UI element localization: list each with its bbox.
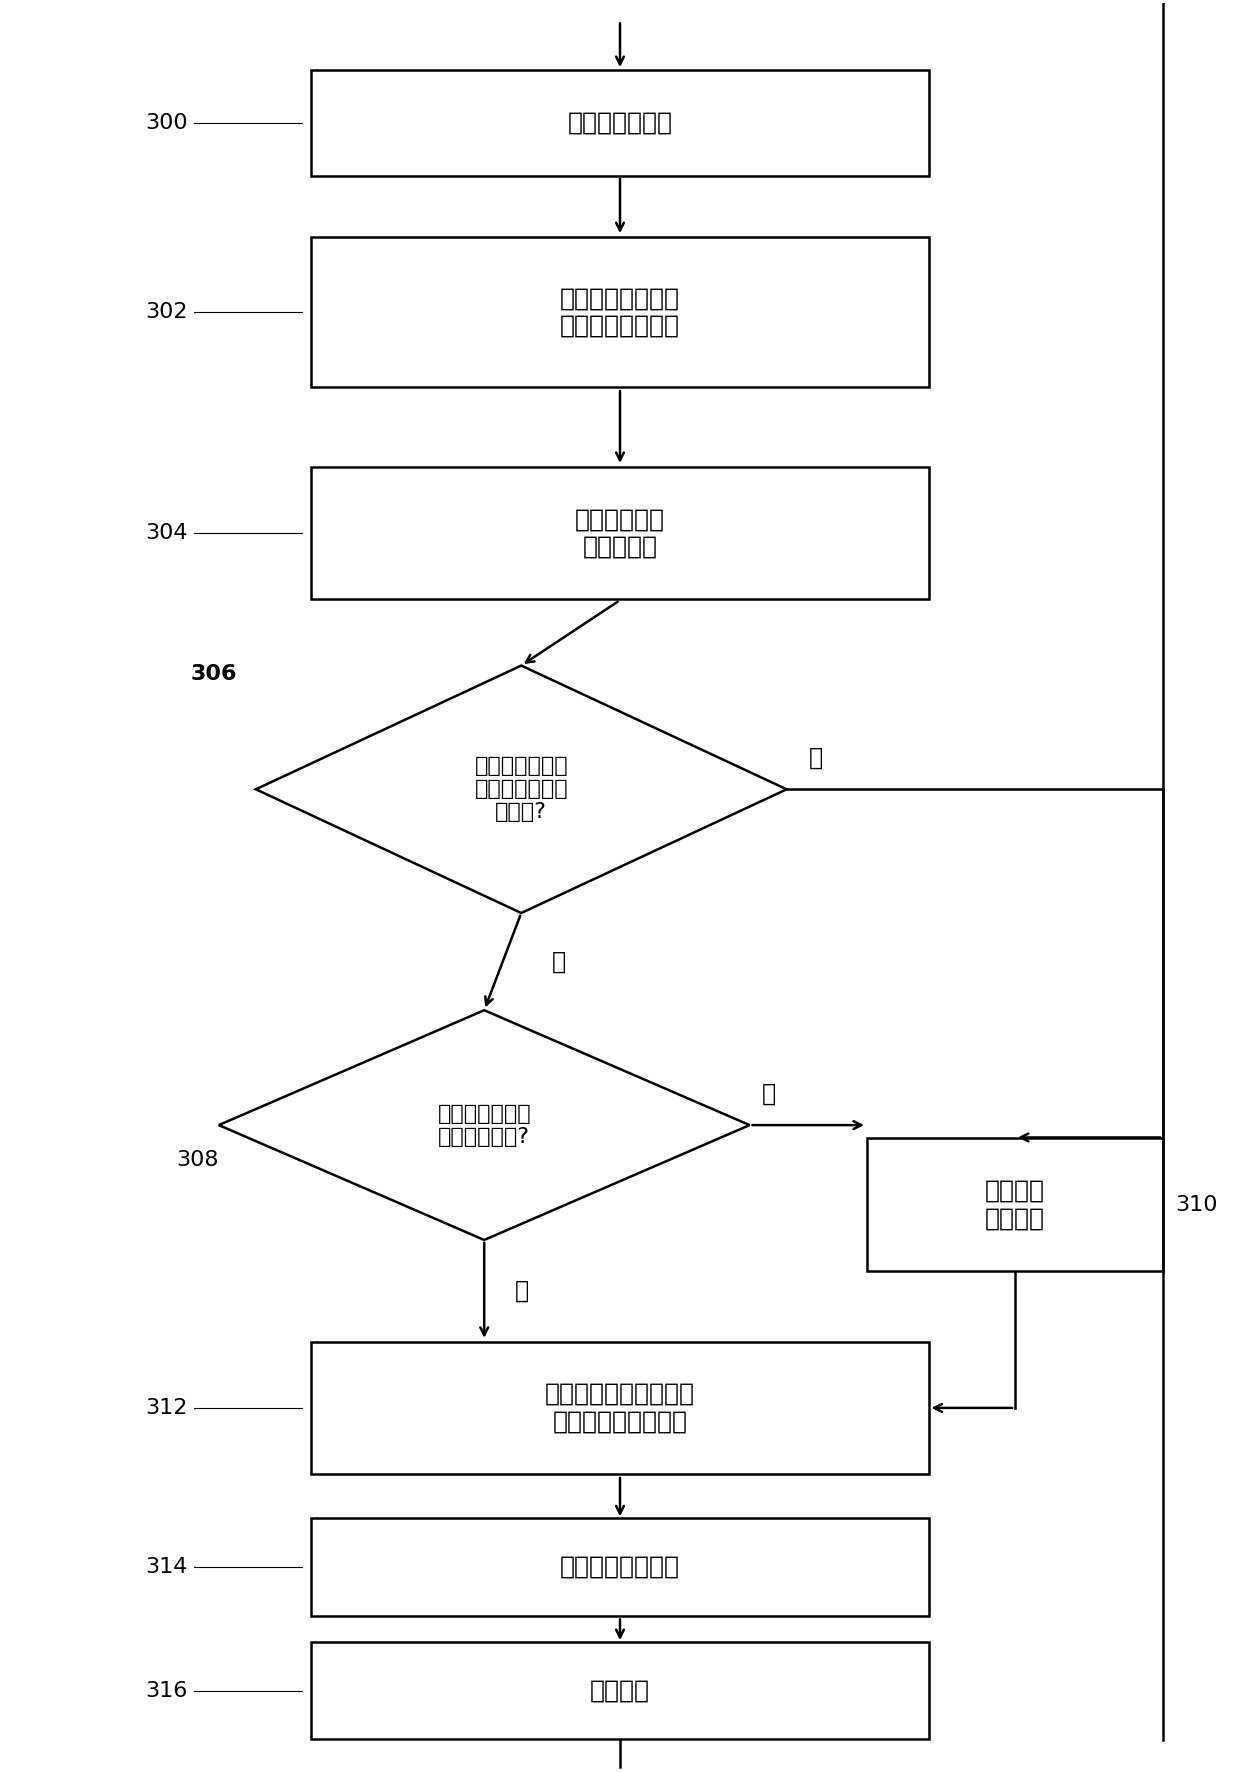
Bar <box>311 466 929 599</box>
Text: 302: 302 <box>145 301 188 323</box>
Text: 304: 304 <box>145 523 188 543</box>
Text: 310: 310 <box>1176 1195 1218 1215</box>
Text: 驱动音圈: 驱动音圈 <box>590 1679 650 1702</box>
Text: 316: 316 <box>145 1681 188 1700</box>
Text: 300: 300 <box>145 113 188 133</box>
Text: 否: 否 <box>552 950 567 973</box>
Text: 是: 是 <box>808 745 823 769</box>
Text: 输入音频信号的
功率超过预定功
率限制?: 输入音频信号的 功率超过预定功 率限制? <box>475 755 568 823</box>
Bar <box>311 69 929 176</box>
Text: 音圈的温度超过
预定温度限制?: 音圈的温度超过 预定温度限制? <box>438 1103 531 1147</box>
Text: 放大输入音频信号: 放大输入音频信号 <box>560 1555 680 1580</box>
Polygon shape <box>218 1011 750 1239</box>
Text: 306: 306 <box>191 665 237 684</box>
Bar <box>311 1342 929 1473</box>
Bar <box>311 1518 929 1615</box>
Text: 314: 314 <box>145 1557 188 1576</box>
Text: 基于所述音圈的电
阻估计音圈的温度: 基于所述音圈的电 阻估计音圈的温度 <box>560 285 680 339</box>
Polygon shape <box>255 665 786 913</box>
Text: 是: 是 <box>761 1082 776 1105</box>
Text: 308: 308 <box>176 1149 218 1170</box>
Text: 测量输入音频
信号的功率: 测量输入音频 信号的功率 <box>575 507 665 558</box>
Bar <box>311 1642 929 1739</box>
Text: 否: 否 <box>515 1278 529 1303</box>
Bar <box>311 238 929 387</box>
Bar <box>867 1138 1163 1271</box>
Text: 减弱输入
音频信号: 减弱输入 音频信号 <box>985 1179 1045 1230</box>
Text: 允许输入音频信号在未
被压缩的情况下通过: 允许输入音频信号在未 被压缩的情况下通过 <box>546 1381 694 1434</box>
Text: 测量音圈的电阻: 测量音圈的电阻 <box>568 112 672 135</box>
Text: 312: 312 <box>145 1397 188 1418</box>
